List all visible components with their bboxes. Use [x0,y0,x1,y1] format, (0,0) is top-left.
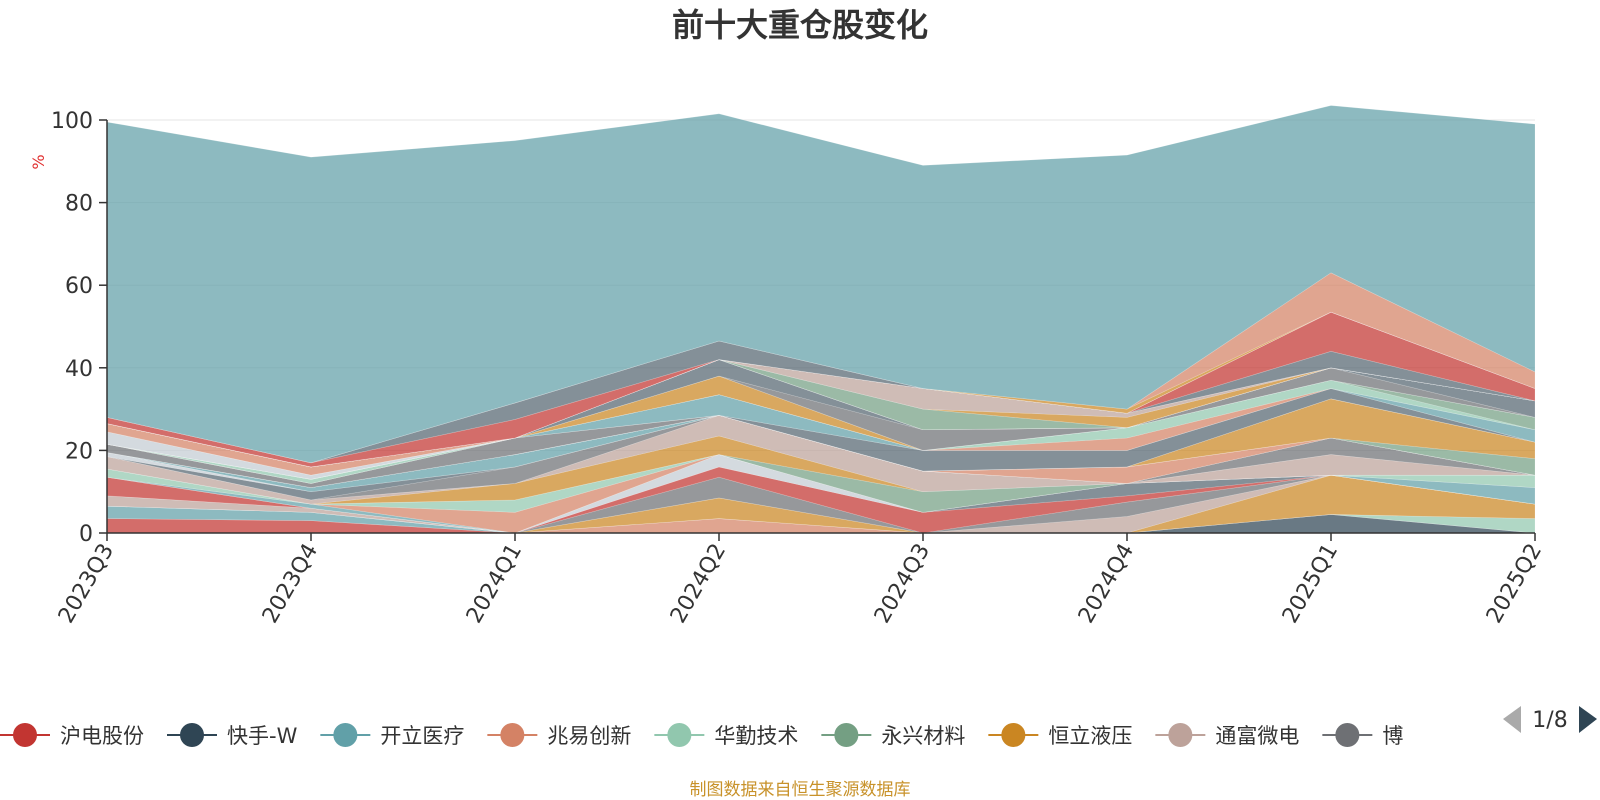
legend-item[interactable]: 华勤技术 [654,723,798,748]
y-tick-label: 80 [65,192,93,217]
legend-item[interactable]: 开立医疗 [320,723,464,748]
legend-marker-icon [1335,723,1360,747]
legend-label: 博 [1382,724,1403,748]
legend-label: 兆易创新 [547,724,631,748]
legend-label: 永兴材料 [881,724,965,748]
area-series-6 [106,474,1536,534]
legend-marker-icon [1001,723,1026,747]
stacked-areas [106,105,1536,534]
x-tick-label: 2024Q1 [462,540,527,628]
legend-marker-icon [180,723,204,747]
area-series-4 [106,505,1536,534]
legend-label: 华勤技术 [714,724,798,748]
legend: 沪电股份 快手-W 开立医疗 兆易创新 华勤技术 永兴材料 恒立液压 通富微电 博 [0,723,1403,748]
y-tick-label: 40 [65,357,93,382]
axes [106,120,1535,534]
x-tick-label: 2023Q3 [54,540,119,628]
legend-marker-icon [1168,723,1193,747]
y-tick-label: 20 [65,439,93,464]
chart-title: 前十大重仓股变化 [672,6,928,44]
legend-label: 快手-W [227,724,298,748]
area-series-7 [106,474,1536,534]
legend-item[interactable]: 沪电股份 [0,723,144,748]
area-series-30 [106,388,1536,484]
y-tick-label: 0 [79,522,93,547]
y-axis-ticks: 0 20 40 60 80 100 [51,109,107,547]
legend-label: 开立医疗 [380,724,464,748]
legend-item[interactable]: 兆易创新 [487,723,631,748]
x-tick-label: 2024Q4 [1074,540,1139,628]
area-series-33 [106,379,1536,480]
legend-label: 恒立液压 [1048,724,1132,748]
legend-marker-icon [667,723,692,747]
legend-pager: 1/8 [1503,706,1597,733]
legend-item[interactable]: 博 [1322,723,1403,748]
legend-label: 通富微电 [1215,724,1299,748]
source-note: 制图数据来自恒生聚源数据库 [690,780,911,800]
legend-label: 沪电股份 [60,724,144,748]
y-axis-unit: % [29,154,48,169]
x-tick-label: 2025Q2 [1482,540,1547,628]
legend-marker-icon [13,723,37,747]
legend-marker-icon [834,723,859,747]
x-tick-label: 2025Q1 [1278,540,1343,628]
x-tick-label: 2024Q2 [666,540,731,628]
legend-item[interactable]: 快手-W [167,723,298,748]
area-series-54 [106,105,1536,464]
y-tick-label: 100 [51,109,93,134]
area-series-15 [106,454,1535,513]
x-tick-label: 2024Q3 [870,540,935,628]
legend-marker-icon [500,723,525,747]
legend-item[interactable]: 恒立液压 [988,723,1132,748]
legend-item[interactable]: 永兴材料 [821,723,965,748]
x-axis-ticks: 2023Q3 2023Q4 2024Q1 2024Q2 2024Q3 2024Q4 2025… [54,533,1547,628]
legend-marker-icon [333,723,358,747]
legend-next-button[interactable] [1579,706,1597,733]
x-tick-label: 2023Q4 [258,540,323,628]
area-series-12 [106,454,1536,534]
y-tick-label: 60 [65,274,93,299]
legend-item[interactable]: 通富微电 [1155,723,1299,748]
legend-page-indicator: 1/8 [1532,708,1567,733]
legend-prev-button[interactable] [1503,706,1521,733]
area-series-14 [106,454,1536,513]
